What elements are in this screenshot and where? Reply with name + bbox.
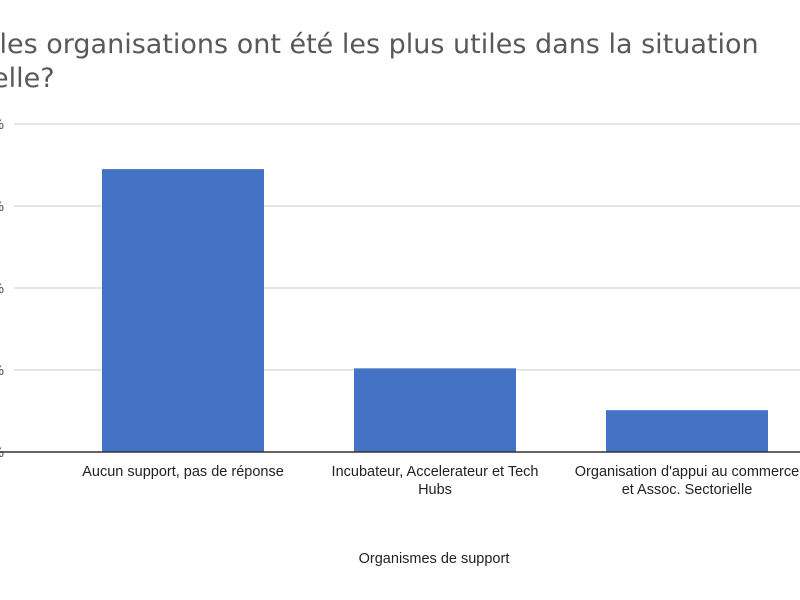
x-axis-title: Organismes de support (358, 551, 510, 567)
y-tick-label: % (0, 362, 4, 378)
y-tick-labels: %%%%% (0, 116, 4, 460)
bar (354, 368, 516, 452)
x-tick-label: Organisation d'appui au commerce et Asso… (574, 464, 800, 498)
x-tick-label: Aucun support, pas de réponse (82, 464, 284, 480)
y-tick-label: % (0, 198, 4, 214)
bar (102, 169, 264, 452)
bars (102, 169, 768, 452)
y-tick-label: % (0, 280, 4, 296)
x-tick-label: Incubateur, Accelerateur et Tech Hubs (331, 464, 539, 498)
bar (606, 410, 768, 452)
y-tick-label: % (0, 116, 4, 132)
chart-title: lles organisations ont été les plus util… (0, 29, 759, 94)
